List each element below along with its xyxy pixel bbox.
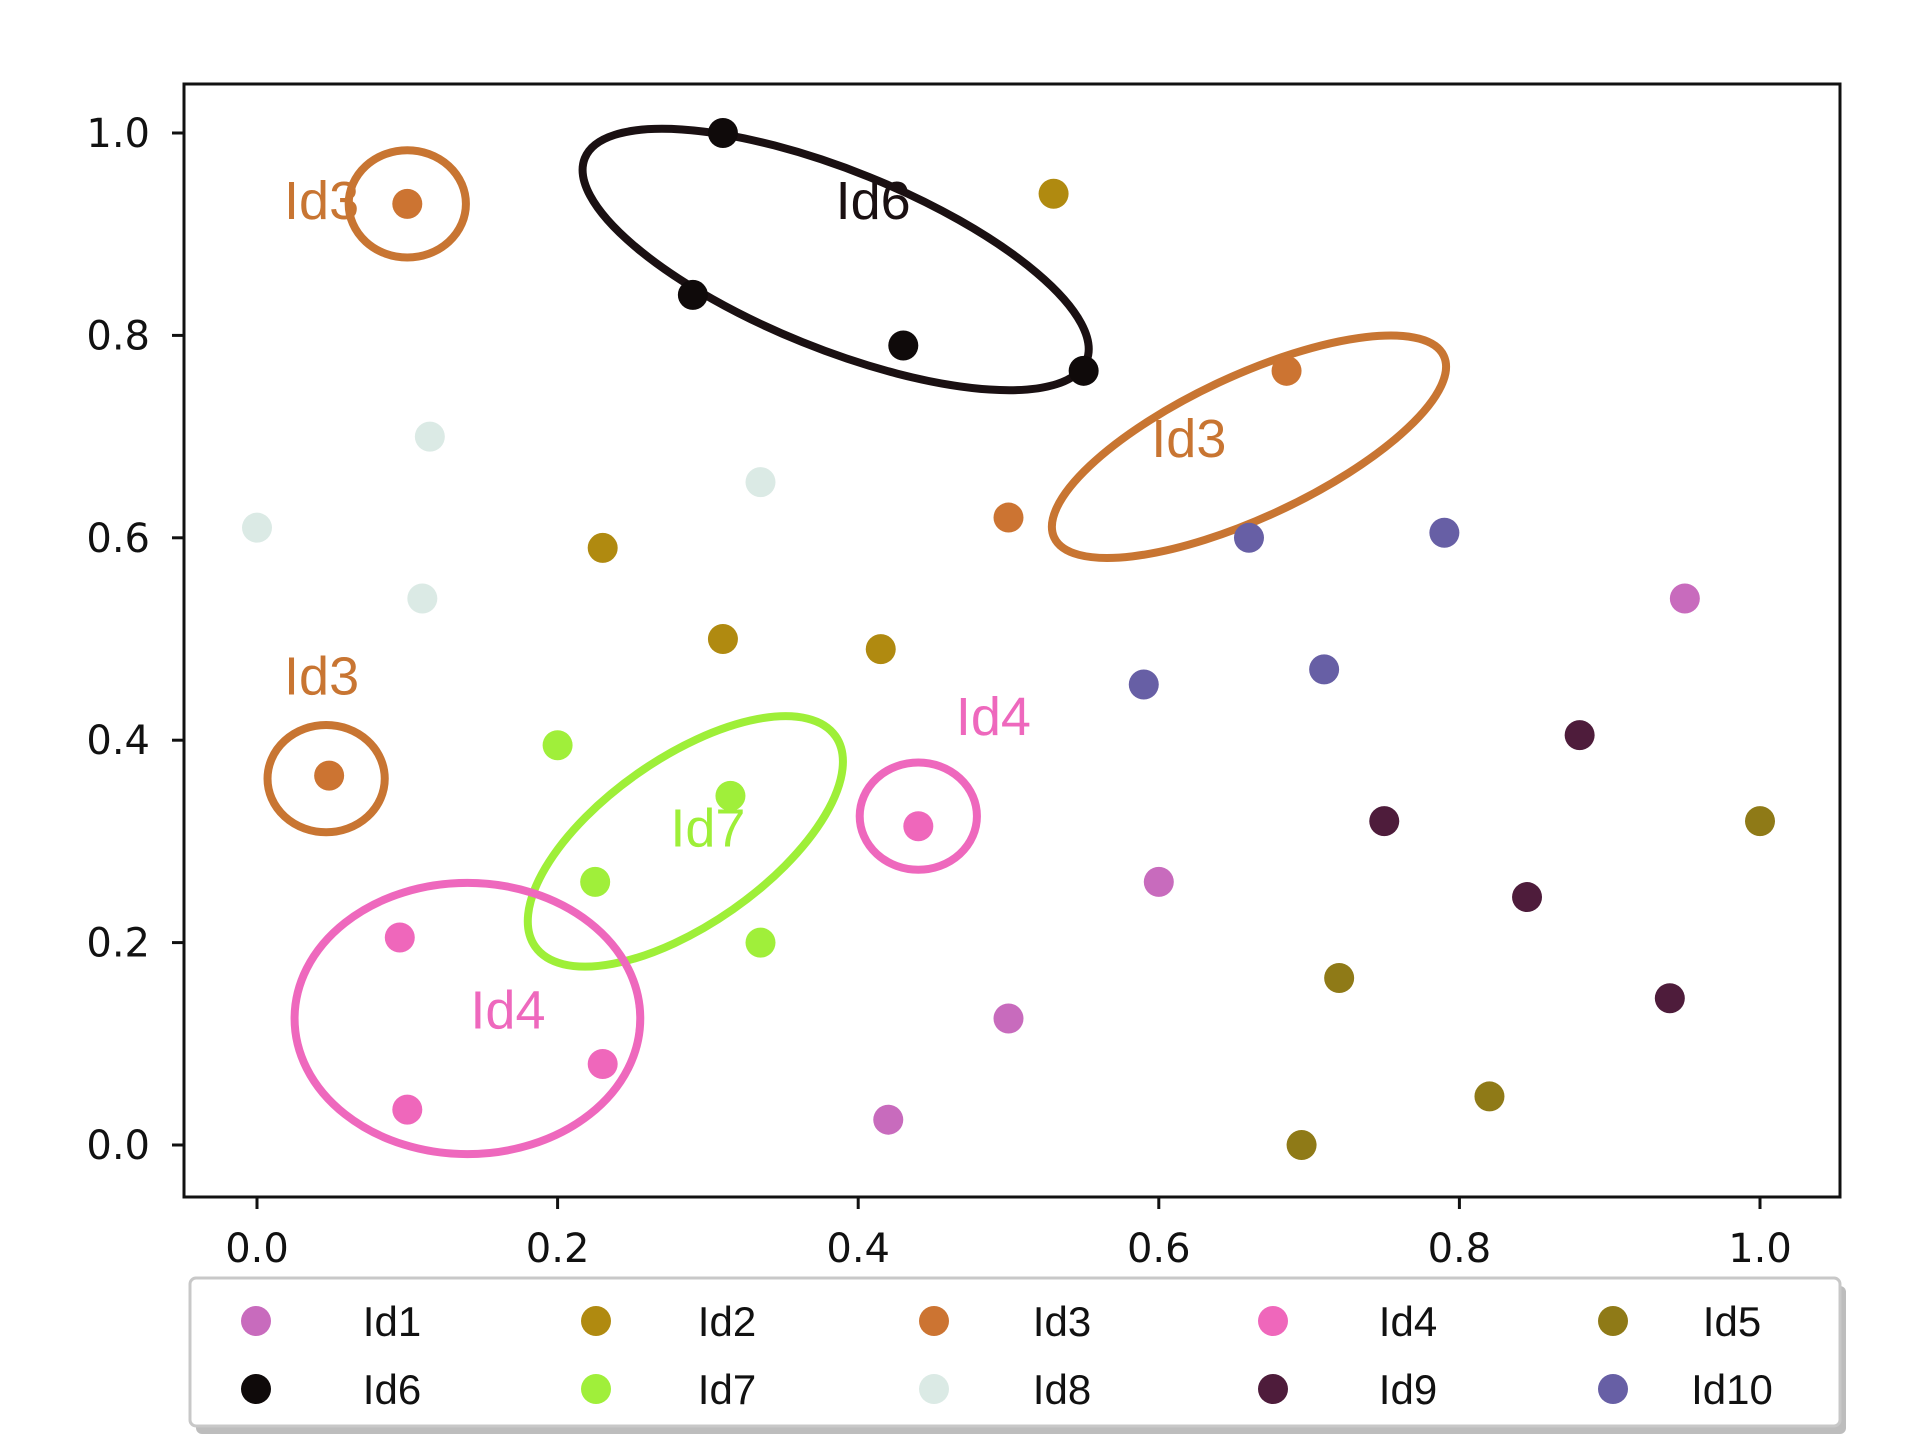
data-point-id8 [745, 467, 776, 498]
annotation-label: Id4 [956, 687, 1031, 747]
data-point-id7 [580, 866, 611, 897]
data-point-id9 [1564, 720, 1595, 751]
annotation-ellipse-id6 [578, 124, 1093, 395]
annotation-ellipse-id7 [523, 712, 847, 971]
data-point-id9 [1512, 882, 1543, 913]
legend-label: Id3 [1033, 1298, 1091, 1345]
data-point-id3 [993, 502, 1024, 533]
data-point-id3 [392, 188, 423, 219]
data-point-id4 [903, 811, 934, 842]
x-tick-label: 0.4 [826, 1226, 890, 1272]
x-tick-label: 0.8 [1428, 1226, 1492, 1272]
data-point-id4 [384, 922, 415, 953]
annotation-ellipse-id3 [1047, 331, 1451, 562]
legend-label: Id7 [698, 1366, 756, 1413]
legend-marker-id8 [919, 1374, 949, 1404]
data-point-id8 [242, 512, 272, 543]
data-point-id5 [1745, 806, 1775, 837]
legend-label: Id1 [363, 1298, 421, 1345]
annotation-ellipse-id3 [344, 146, 470, 262]
data-point-id9 [1369, 806, 1400, 837]
data-point-id1 [873, 1104, 904, 1135]
legend-marker-id5 [1598, 1306, 1628, 1336]
x-tick-label: 0.0 [225, 1226, 289, 1272]
legend-marker-id2 [581, 1306, 611, 1336]
data-point-id2 [1038, 178, 1069, 209]
y-tick-label: 0.2 [86, 921, 150, 967]
y-tick-label: 0.8 [86, 313, 150, 359]
y-tick-label: 0.0 [86, 1123, 150, 1169]
data-point-id6 [707, 118, 738, 148]
annotation-label: Id4 [470, 981, 545, 1041]
x-tick-label: 1.0 [1728, 1226, 1792, 1272]
data-point-id8 [407, 583, 438, 614]
legend-marker-id3 [919, 1306, 949, 1336]
legend-label: Id10 [1691, 1366, 1773, 1413]
legend-label: Id5 [1703, 1298, 1761, 1345]
data-point-id4 [392, 1094, 423, 1125]
legend-box [188, 1276, 1842, 1428]
x-axis: 0.0 0.2 0.4 0.6 0.8 1.0 [225, 1197, 1792, 1272]
legend-label: Id4 [1379, 1298, 1437, 1345]
legend-marker-id10 [1598, 1374, 1628, 1404]
annotation-label: Id3 [284, 647, 359, 707]
data-point-id1 [1143, 866, 1174, 897]
annotation-ellipse-id3 [263, 721, 389, 837]
annotation-ellipse-id4 [290, 878, 645, 1159]
data-point-id6 [888, 330, 919, 361]
data-point-id6 [1068, 355, 1099, 386]
data-point-id5 [1324, 963, 1355, 994]
annotation-label: Id6 [836, 171, 911, 231]
data-point-id7 [715, 780, 746, 811]
data-point-id1 [1669, 583, 1700, 614]
legend-marker-id1 [241, 1306, 271, 1336]
data-point-id2 [587, 532, 618, 563]
x-tick-label: 0.2 [526, 1226, 590, 1272]
legend: Id1 Id2 Id3 Id4 Id5 Id6 Id7 Id8 Id9 Id10 [188, 1276, 1846, 1434]
data-point-id4 [587, 1049, 618, 1080]
data-point-id8 [414, 421, 445, 452]
annotation-ellipse-id4 [855, 758, 981, 874]
legend-marker-id4 [1258, 1306, 1288, 1336]
data-point-id10 [1309, 654, 1340, 685]
legend-marker-id7 [581, 1374, 611, 1404]
data-point-id10 [1233, 522, 1264, 553]
annotation-label: Id3 [1151, 409, 1226, 469]
data-point-id7 [745, 927, 776, 958]
data-point-id10 [1429, 517, 1460, 548]
y-tick-label: 0.6 [86, 516, 150, 562]
y-tick-label: 1.0 [86, 111, 150, 157]
data-point-id5 [1474, 1081, 1505, 1112]
data-point-id1 [993, 1003, 1024, 1034]
data-point-id10 [1128, 669, 1159, 700]
legend-label: Id6 [363, 1366, 421, 1413]
legend-label: Id8 [1033, 1366, 1091, 1413]
legend-marker-id9 [1258, 1374, 1288, 1404]
data-point-id3 [1271, 355, 1302, 386]
legend-label: Id9 [1379, 1366, 1437, 1413]
data-point-id2 [865, 634, 896, 665]
data-point-id2 [707, 624, 738, 654]
data-point-id7 [542, 730, 573, 761]
data-point-id9 [1654, 983, 1685, 1014]
data-point-id3 [314, 760, 345, 791]
y-tick-label: 0.4 [86, 718, 150, 764]
x-tick-label: 0.6 [1127, 1226, 1191, 1272]
legend-marker-id6 [241, 1374, 271, 1404]
plot-frame [182, 82, 1842, 1199]
data-point-id5 [1286, 1130, 1317, 1160]
legend-label: Id2 [698, 1298, 756, 1345]
y-axis: 0.0 0.2 0.4 0.6 0.8 1.0 [86, 111, 184, 1169]
data-point-id6 [677, 279, 708, 310]
annotation-label: Id3 [284, 171, 359, 231]
points-layer [242, 118, 1775, 1160]
